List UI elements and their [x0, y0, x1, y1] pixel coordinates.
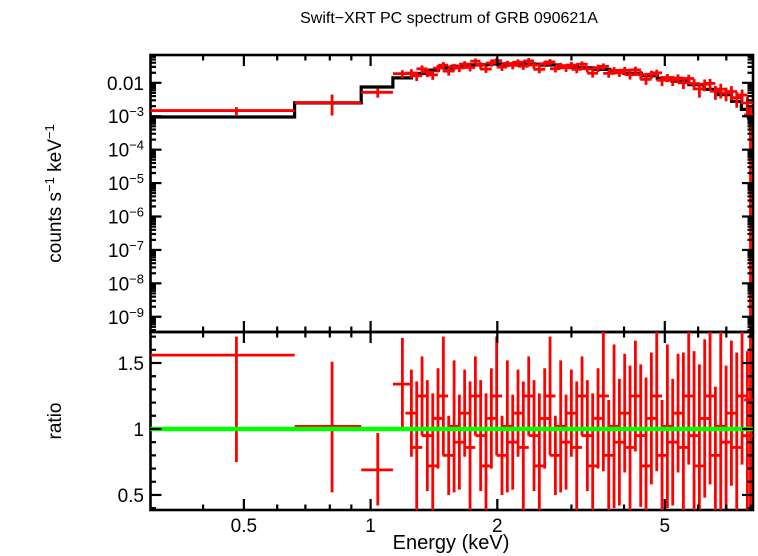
- label-segment: −8: [129, 271, 144, 286]
- label-segment: −5: [129, 171, 144, 186]
- label-segment: counts s: [45, 192, 66, 263]
- label-segment: 10: [108, 141, 129, 162]
- y-tick-label: 1: [133, 420, 144, 441]
- ratio-plot-area: [150, 332, 753, 510]
- y-tick-label: 10−3: [108, 104, 144, 128]
- spectrum-ticks: [150, 55, 753, 332]
- x-tick-label: 0.5: [231, 516, 257, 537]
- label-segment: 10: [108, 107, 129, 128]
- label-segment: −7: [129, 238, 144, 253]
- y-tick-label: 0.01: [107, 74, 144, 95]
- y-tick-label: 1.5: [118, 354, 144, 375]
- label-segment: 10: [108, 241, 129, 262]
- ratio-frame: [149, 330, 755, 512]
- label-segment: −6: [129, 205, 144, 220]
- label-segment: 10: [108, 308, 129, 329]
- label-segment: keV: [45, 139, 66, 177]
- label-segment: −4: [129, 138, 144, 153]
- y-tick-label: 10−8: [108, 271, 144, 295]
- label-segment: −9: [129, 305, 144, 320]
- x-tick-label: 2: [492, 516, 503, 537]
- x-axis-label: Energy (keV): [393, 532, 510, 554]
- ratio-data-points: [150, 332, 753, 510]
- y-tick-label: 10−6: [108, 205, 144, 229]
- y-tick-label: 10−7: [108, 238, 144, 262]
- y-tick-label: 10−4: [108, 138, 144, 162]
- ratio-panel: 0.5 1 1.5 ratio: [45, 330, 755, 512]
- label-segment: −1: [42, 124, 57, 139]
- spectrum-axis-label: counts s−1 keV−1: [42, 124, 66, 262]
- y-tick-label: 10−9: [108, 305, 144, 329]
- label-segment: 10: [108, 174, 129, 195]
- label-segment: 10: [108, 208, 129, 229]
- label-segment: −3: [129, 104, 144, 119]
- spectrum-plot-area: [150, 58, 753, 334]
- plot-title: Swift−XRT PC spectrum of GRB 090621A: [300, 10, 598, 27]
- x-tick-label: 1: [365, 516, 376, 537]
- label-segment: 10: [108, 274, 129, 295]
- y-tick-label: 10−5: [108, 171, 144, 195]
- ratio-axis-label: ratio: [45, 403, 66, 440]
- y-tick-label: 0.5: [118, 486, 144, 507]
- x-tick-label: 5: [660, 516, 671, 537]
- ratio-ticks: [150, 332, 753, 510]
- label-segment: −1: [42, 177, 57, 192]
